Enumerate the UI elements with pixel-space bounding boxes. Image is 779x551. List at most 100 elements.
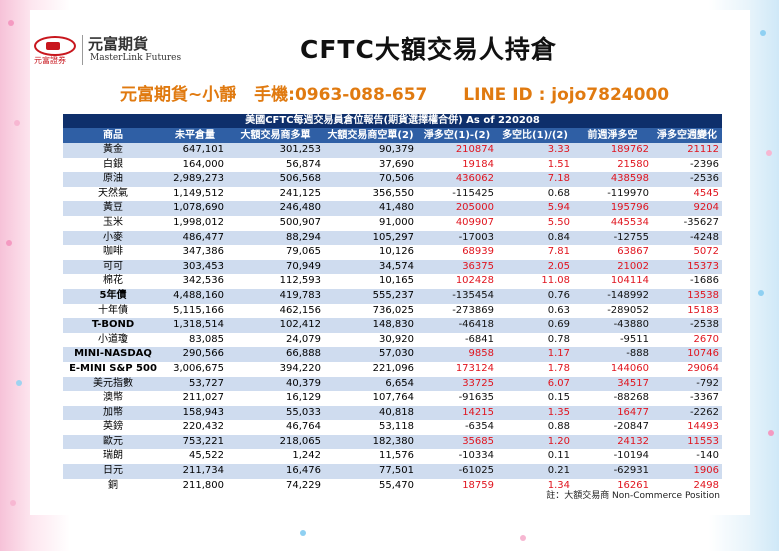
net-value: 35685 <box>462 435 494 447</box>
confetti-dot <box>8 20 14 26</box>
long-value: 40,379 <box>286 377 321 389</box>
ratio-value: 0.84 <box>547 231 570 243</box>
net-change-value: 29064 <box>687 362 719 374</box>
col-header-net: 淨多空(1)-(2) <box>423 130 491 141</box>
long-value: 462,156 <box>279 304 321 316</box>
ratio-value: 0.63 <box>547 304 570 316</box>
long-value: 218,065 <box>279 435 321 447</box>
brand-name-en: MasterLink Futures <box>90 53 182 63</box>
short-value: 70,506 <box>379 173 414 185</box>
net-change-value: -2396 <box>689 158 719 170</box>
prev-net-value: 16261 <box>617 479 649 491</box>
product-name: 小道瓊 <box>98 333 128 345</box>
ratio-value: 0.78 <box>547 333 570 345</box>
net-change-value: 2670 <box>693 333 719 345</box>
table-row: 銅 211,800 74,229 55,470 18759 1.34 16261 2498 <box>63 478 722 494</box>
cftc-table: 美國CFTC每週交易員倉位報告(期貨選擇權合併) As of 220208 商品… <box>63 114 722 501</box>
short-value: 10,165 <box>379 275 414 287</box>
ratio-value: 5.50 <box>547 216 570 228</box>
product-name: 黃豆 <box>103 202 123 214</box>
prev-net-value: -62931 <box>613 465 649 477</box>
net-change-value: 15373 <box>687 260 719 272</box>
contact-name: 元富期貨~小靜 <box>120 85 237 105</box>
table-banner: 美國CFTC每週交易員倉位報告(期貨選擇權合併) As of 220208 <box>63 114 722 128</box>
net-change-value: 14493 <box>687 421 719 433</box>
page-title: CFTC大額交易人持倉 <box>300 35 557 64</box>
short-value: 356,550 <box>372 187 414 199</box>
table-row: 咖啡 347,386 79,065 10,126 68939 7.81 63867 5072 <box>63 245 722 260</box>
table-row: 天然氣 1,149,512 241,125 356,550 -115425 0.68 -11… <box>63 186 722 202</box>
net-value: -135454 <box>452 289 494 301</box>
prev-net-value: 445534 <box>610 216 649 228</box>
long-value: 24,079 <box>286 333 321 345</box>
net-change-value: 1906 <box>693 465 719 477</box>
table-body: 黃金 647,101 301,253 90,379 210874 3.33 189762 21… <box>63 143 722 494</box>
ratio-value: 7.18 <box>547 173 570 185</box>
ratio-value: 3.33 <box>547 144 570 155</box>
open-interest: 2,989,273 <box>173 173 224 185</box>
table-row: 白銀 164,000 56,874 37,690 19184 1.51 21580 -2396 <box>63 157 722 173</box>
long-value: 46,764 <box>286 421 321 433</box>
product-name: 可可 <box>103 260 123 272</box>
product-name: 白銀 <box>103 158 123 170</box>
brand-short-name: 元富證券 <box>34 56 66 65</box>
prev-net-value: -20847 <box>613 421 649 433</box>
confetti-dot <box>14 120 20 126</box>
table-row: 小麥 486,477 88,294 105,297 -17003 0.84 -12755 -4… <box>63 230 722 246</box>
short-value: 40,818 <box>379 406 414 418</box>
product-name: E-MINI S&P 500 <box>69 362 157 374</box>
table-row: 加幣 158,943 55,033 40,818 14215 1.35 16477 -2262 <box>63 405 722 421</box>
ratio-value: 6.07 <box>547 377 570 389</box>
product-name: 加幣 <box>103 406 123 418</box>
open-interest: 164,000 <box>182 158 224 170</box>
short-value: 182,380 <box>372 435 414 447</box>
long-value: 500,907 <box>279 216 321 228</box>
open-interest: 5,115,166 <box>173 304 224 316</box>
table-row: 澳幣 211,027 16,129 107,764 -91635 0.15 -88268 -3… <box>63 391 722 406</box>
ratio-value: 11.08 <box>541 275 570 287</box>
ratio-value: 1.20 <box>547 435 570 447</box>
net-change-value: -2538 <box>689 319 719 331</box>
open-interest: 486,477 <box>182 231 224 243</box>
long-value: 506,568 <box>279 173 321 185</box>
ratio-value: 1.17 <box>547 348 570 360</box>
net-value: 210874 <box>455 144 494 155</box>
product-name: 瑞朗 <box>103 450 123 462</box>
confetti-dot <box>758 290 764 296</box>
table-row: 瑞朗 45,522 1,242 11,576 -10334 0.11 -10194 -140 <box>63 449 722 465</box>
confetti-dot <box>760 30 766 36</box>
open-interest: 1,318,514 <box>173 319 224 331</box>
open-interest: 347,386 <box>182 246 224 258</box>
long-value: 394,220 <box>279 362 321 374</box>
open-interest: 290,566 <box>182 348 224 360</box>
net-change-value: 4545 <box>693 187 719 199</box>
open-interest: 158,943 <box>182 406 224 418</box>
net-value: 102428 <box>455 275 494 287</box>
net-value: 68939 <box>462 246 494 258</box>
prev-net-value: 34517 <box>617 377 649 389</box>
open-interest: 45,522 <box>189 450 224 462</box>
net-change-value: -2536 <box>689 173 719 185</box>
product-name: T-BOND <box>91 319 135 331</box>
confetti-dot <box>766 150 772 156</box>
ratio-value: 1.51 <box>547 158 570 170</box>
short-value: 221,096 <box>372 362 414 374</box>
long-value: 55,033 <box>286 406 321 418</box>
brand-name: 元富期貨 <box>88 35 149 53</box>
table-row: E-MINI S&P 500 3,006,675 394,220 221,096 173… <box>63 361 722 377</box>
confetti-dot <box>6 240 12 246</box>
table-row: 十年債 5,115,166 462,156 736,025 -273869 0.63 -28… <box>63 303 722 319</box>
open-interest: 53,727 <box>189 377 224 389</box>
short-value: 90,379 <box>379 144 414 155</box>
prev-net-value: -12755 <box>613 231 649 243</box>
ratio-value: 1.78 <box>547 362 570 374</box>
open-interest: 1,149,512 <box>173 187 224 199</box>
contact-line-id: LINE ID : jojo7824000 <box>463 85 670 105</box>
product-name: 5年債 <box>99 289 127 301</box>
ratio-value: 7.81 <box>547 246 570 258</box>
table-row: 黃豆 1,078,690 246,480 41,480 205000 5.94 195796… <box>63 201 722 216</box>
long-value: 66,888 <box>286 348 321 360</box>
product-name: 銅 <box>108 479 118 491</box>
short-value: 10,126 <box>379 246 414 258</box>
ratio-value: 1.34 <box>547 479 570 491</box>
